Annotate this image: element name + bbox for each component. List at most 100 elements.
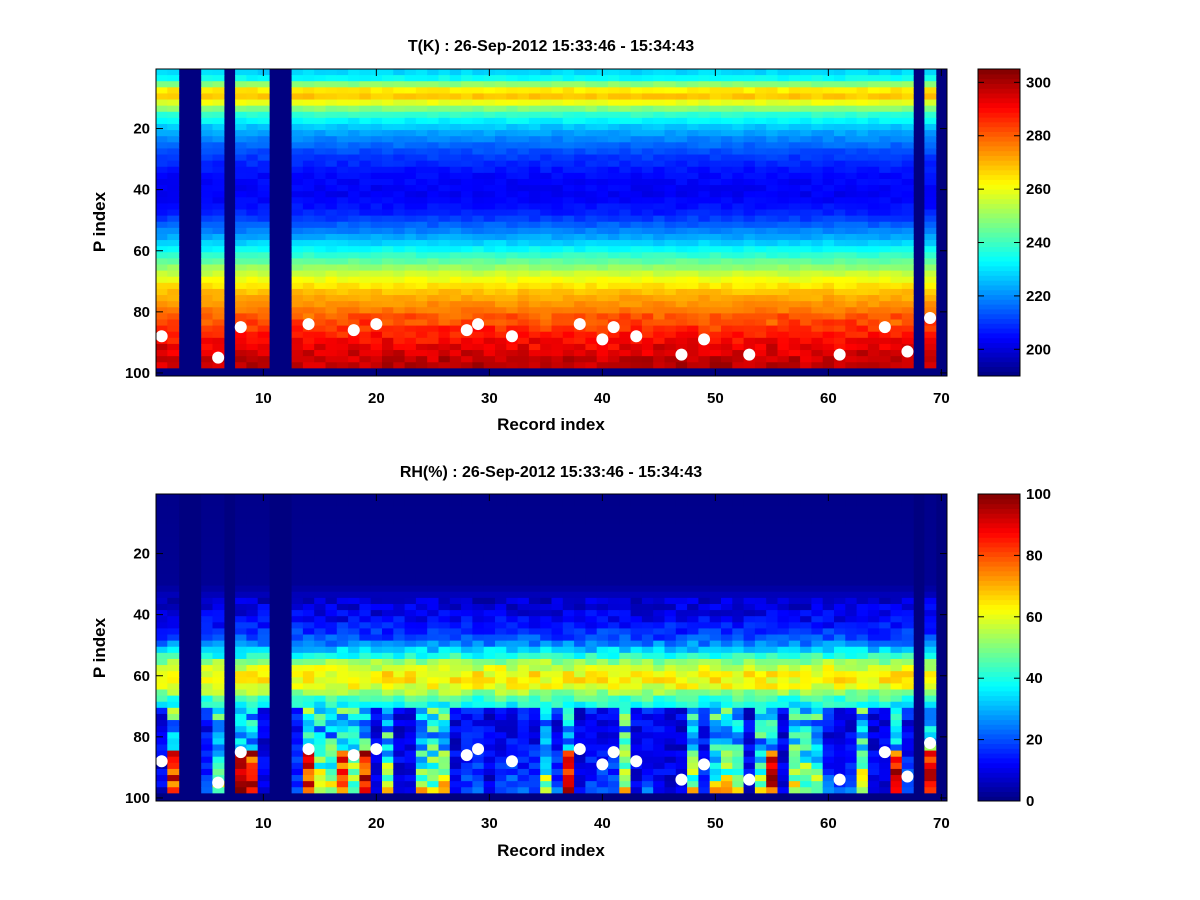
heatmap-cell — [856, 154, 869, 162]
heatmap-cell — [302, 585, 315, 593]
heatmap-cell — [822, 221, 835, 229]
heatmap-cell — [495, 738, 507, 746]
heatmap-cell — [201, 117, 214, 125]
heatmap-cell — [653, 227, 666, 235]
heatmap-cell — [415, 775, 428, 782]
heatmap-cell — [777, 343, 790, 351]
heatmap-cell — [246, 500, 259, 507]
heatmap-cell — [404, 325, 417, 333]
heatmap-cell — [540, 233, 553, 241]
heatmap-cell — [167, 185, 180, 192]
heatmap-cell — [212, 787, 225, 794]
heatmap-cell — [302, 567, 315, 575]
heatmap-cell — [302, 307, 315, 314]
heatmap-cell — [879, 362, 892, 369]
heatmap-cell — [370, 555, 383, 562]
heatmap-cell — [574, 781, 586, 788]
heatmap-cell — [811, 203, 824, 211]
heatmap-cell — [461, 69, 473, 76]
heatmap-cell — [472, 500, 485, 507]
heatmap-cell — [483, 603, 496, 611]
heatmap-cell — [246, 350, 259, 357]
heatmap-cell — [879, 264, 892, 272]
heatmap-cell — [495, 337, 507, 345]
heatmap-cell — [302, 154, 315, 162]
heatmap-cell — [743, 325, 756, 333]
heatmap-cell — [777, 215, 790, 223]
heatmap-cell — [167, 738, 180, 746]
heatmap-cell — [427, 319, 440, 327]
heatmap-cell — [246, 160, 259, 168]
heatmap-cell — [167, 561, 180, 568]
heatmap-cell — [167, 695, 180, 703]
heatmap-cell — [924, 69, 937, 76]
heatmap-cell — [438, 524, 451, 532]
heatmap-cell — [438, 542, 451, 550]
heatmap-cell — [359, 536, 372, 544]
heatmap-cell — [675, 270, 688, 278]
heatmap-cell — [517, 506, 530, 513]
heatmap-cell — [562, 768, 575, 776]
heatmap-cell — [415, 197, 428, 205]
heatmap-cell — [370, 726, 383, 733]
heatmap-cell — [212, 325, 225, 333]
heatmap-cell — [235, 99, 247, 107]
heatmap-cell — [495, 665, 507, 672]
heatmap-cell — [562, 221, 575, 229]
heatmap-cell — [461, 301, 473, 308]
colorbar-step — [978, 126, 1020, 132]
heatmap-cell — [427, 93, 440, 101]
colorbar-step — [978, 222, 1020, 228]
heatmap-cell — [517, 148, 530, 156]
heatmap-cell — [788, 99, 801, 107]
heatmap-cell — [630, 343, 643, 351]
heatmap-cell — [517, 233, 530, 241]
heatmap-cell — [856, 337, 869, 345]
heatmap-cell — [766, 172, 779, 180]
heatmap-cell — [528, 258, 541, 266]
heatmap-cell — [811, 282, 824, 290]
heatmap-cell — [709, 301, 722, 308]
heatmap-cell — [257, 337, 270, 345]
heatmap-cell — [483, 652, 496, 660]
heatmap-cell — [461, 536, 473, 544]
heatmap-cell — [551, 350, 564, 357]
heatmap-cell — [167, 172, 180, 180]
heatmap-cell — [811, 295, 824, 302]
colorbar-step — [978, 107, 1020, 113]
heatmap-cell — [336, 713, 349, 721]
heatmap-cell — [506, 597, 519, 605]
heatmap-cell — [314, 665, 327, 672]
heatmap-cell — [687, 282, 699, 290]
heatmap-cell — [800, 87, 812, 95]
heatmap-cell — [788, 221, 801, 229]
heatmap-cell — [856, 221, 869, 229]
heatmap-cell — [415, 787, 428, 794]
heatmap-cell — [291, 750, 304, 758]
heatmap-cell — [867, 343, 880, 351]
heatmap-bottom-fill — [156, 368, 947, 376]
heatmap-cell — [788, 337, 801, 345]
heatmap-cell — [415, 512, 428, 520]
heatmap-cell — [291, 136, 304, 143]
heatmap-cell — [619, 111, 632, 119]
heatmap-cell — [822, 142, 835, 150]
heatmap-cell — [596, 512, 609, 520]
heatmap-cell — [562, 142, 575, 150]
colorbar-step — [978, 188, 1020, 195]
heatmap-cell — [427, 585, 440, 593]
heatmap-cell — [336, 313, 349, 321]
heatmap-cell — [382, 506, 394, 513]
heatmap-cell — [495, 634, 507, 642]
heatmap-cell — [404, 185, 417, 192]
heatmap-cell — [336, 695, 349, 703]
heatmap-cell — [449, 640, 462, 648]
heatmap-cell — [664, 264, 677, 272]
heatmap-cell — [709, 209, 722, 217]
heatmap-cell — [382, 337, 394, 345]
heatmap-cell — [415, 628, 428, 636]
heatmap-cell — [811, 130, 824, 137]
heatmap-cell — [800, 81, 812, 88]
heatmap-cell — [608, 81, 620, 88]
heatmap-cell — [709, 148, 722, 156]
